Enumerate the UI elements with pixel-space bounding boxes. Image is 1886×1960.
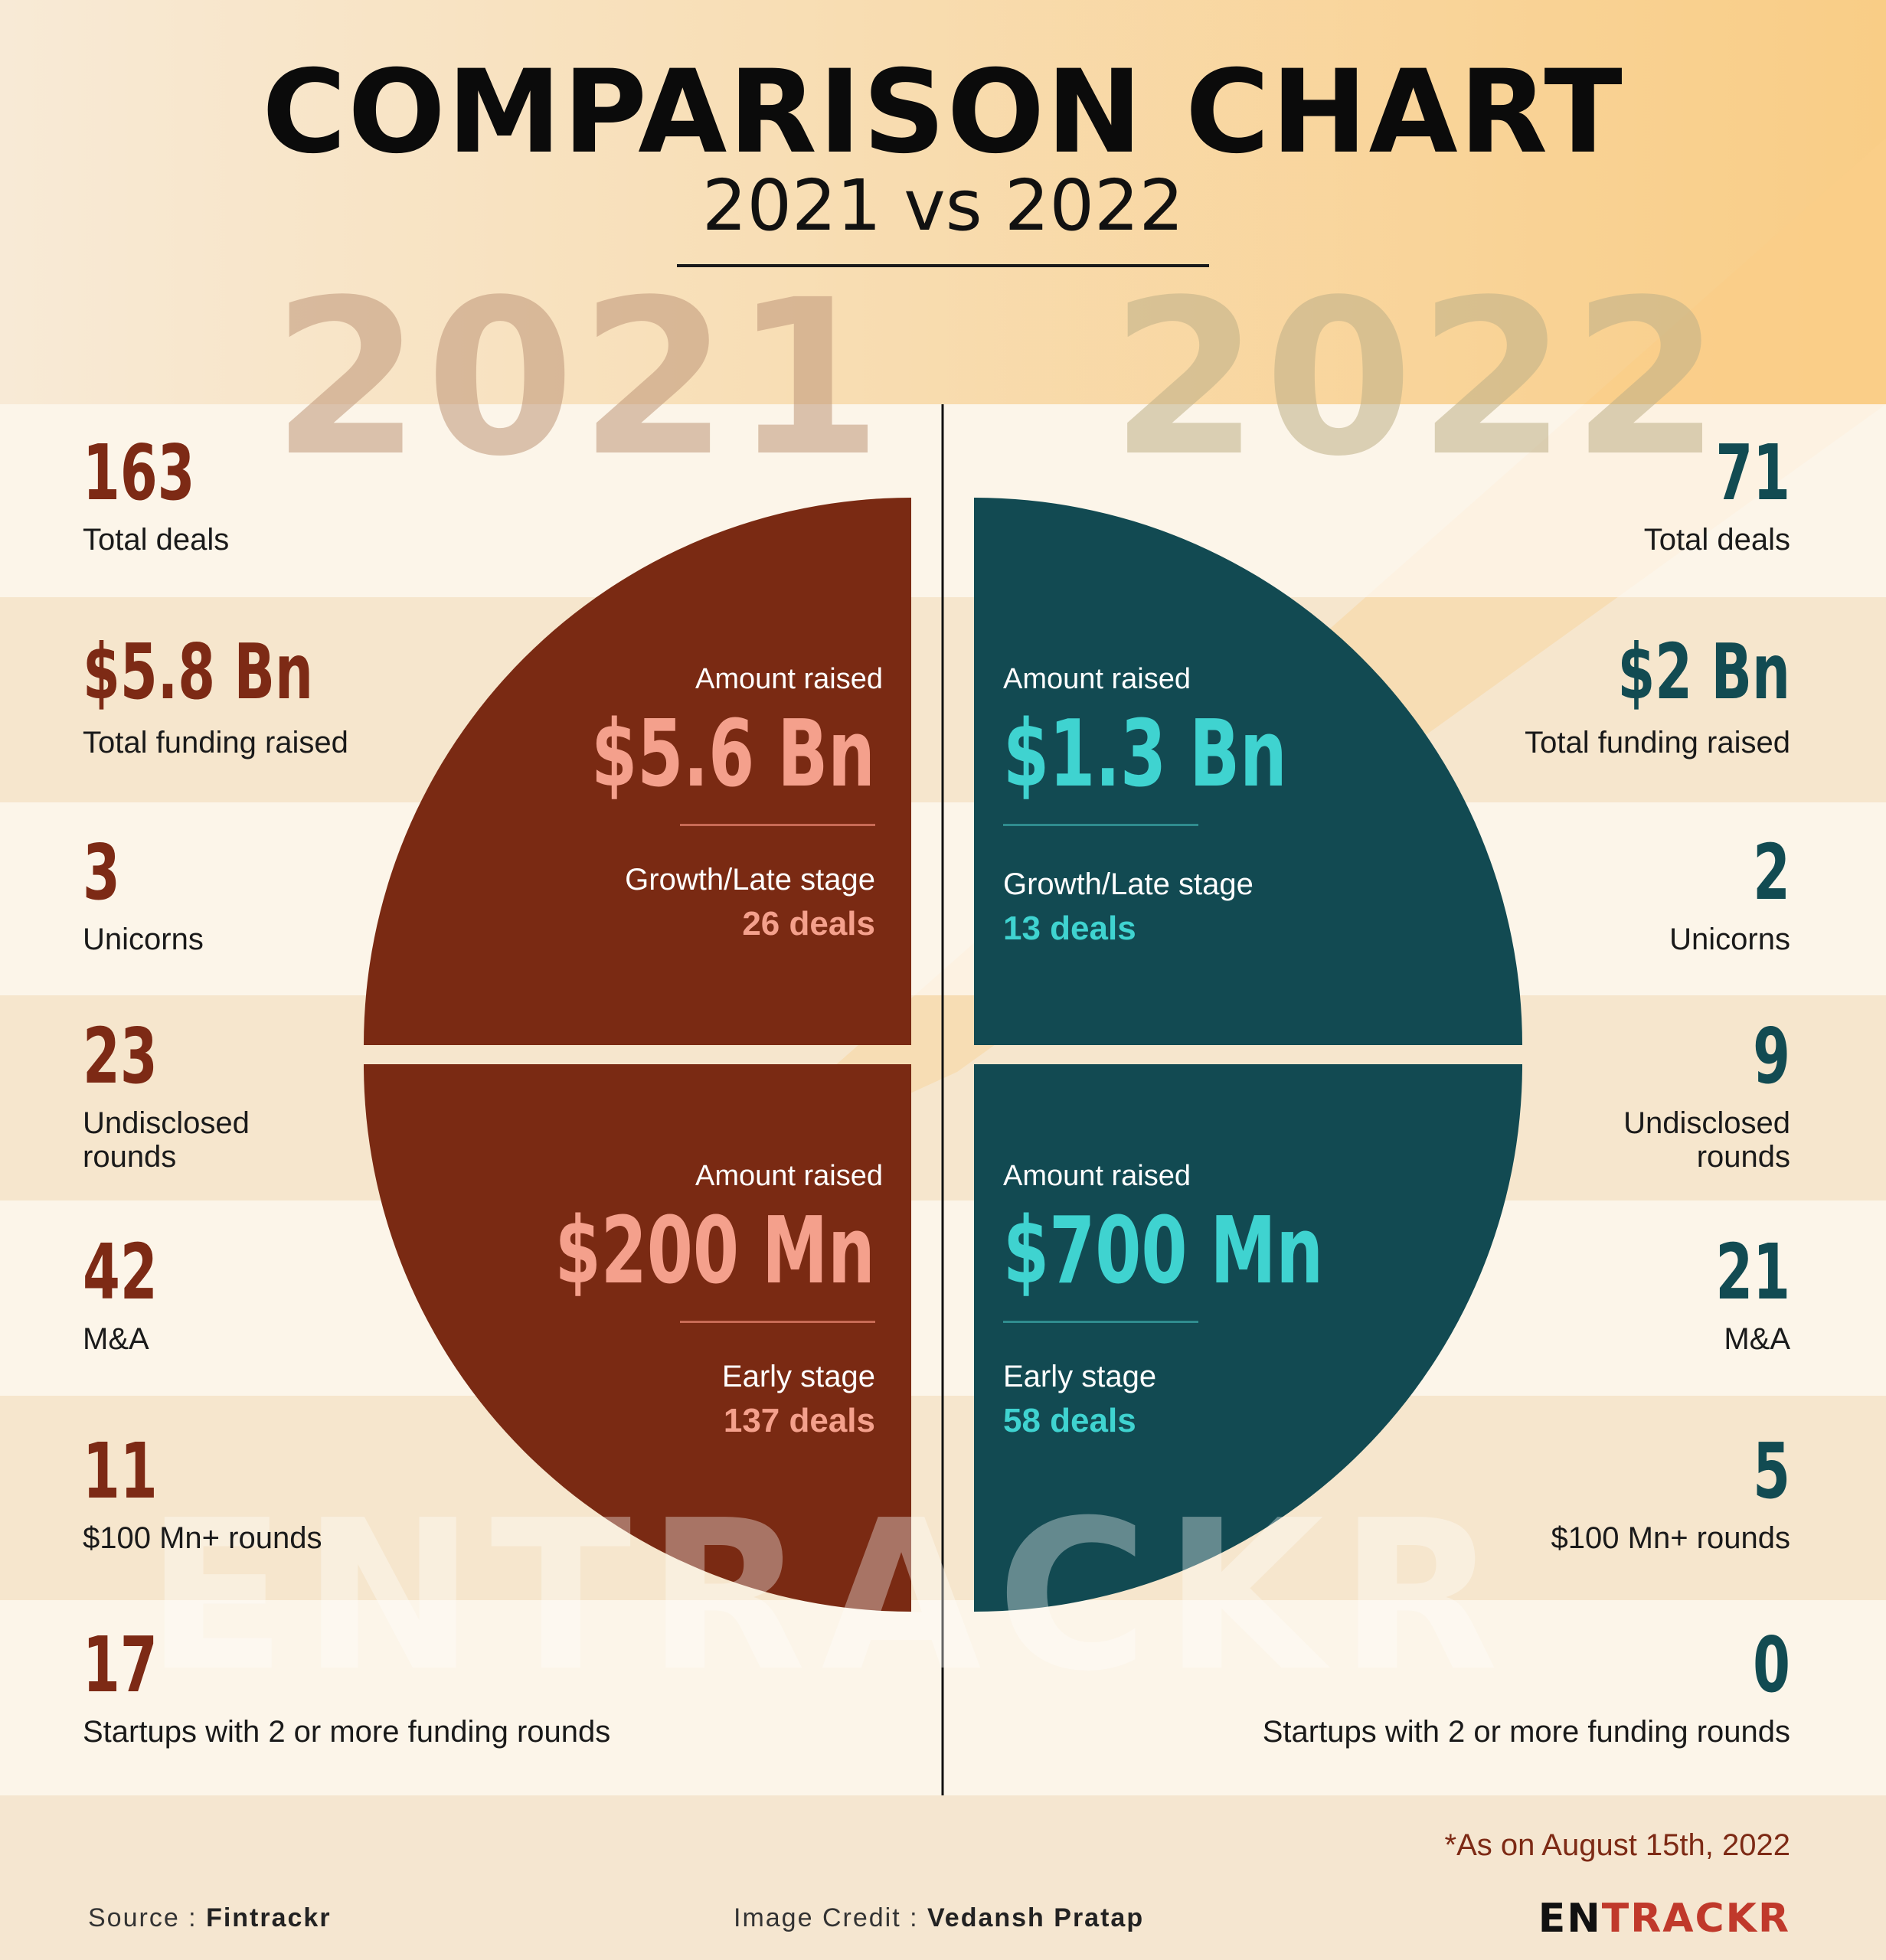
credit-label: Image Credit :: [734, 1903, 927, 1932]
image-credit: Image Credit : Vedansh Pratap: [734, 1903, 1144, 1933]
deals-count: 13 deals: [1003, 910, 1136, 947]
stat-label: $100 Mn+ rounds: [83, 1521, 322, 1555]
deals-count: 137 deals: [723, 1402, 875, 1439]
stat-value: 11: [83, 1426, 158, 1516]
stat-value: 9: [1753, 1011, 1790, 1101]
quadrant-left-bottom: [364, 1064, 911, 1612]
stat-value: 71: [1715, 428, 1790, 518]
stat-label: $100 Mn+ rounds: [1551, 1521, 1790, 1555]
stat-left-undisclosed: 23 Undisclosed rounds: [83, 1018, 772, 1174]
stat-value: 163: [83, 428, 195, 518]
stat-value: 17: [83, 1620, 158, 1710]
stat-value: 5: [1753, 1426, 1790, 1516]
stage-label: Early stage: [1003, 1360, 1157, 1393]
quadrant-right-bottom: [974, 1064, 1522, 1612]
ghost-year-right: 2022: [1110, 254, 1726, 504]
amount-value: $1.3 Bn: [1003, 701, 1287, 808]
stat-label: M&A: [83, 1322, 149, 1356]
source-credit: Source : Fintrackr: [88, 1903, 332, 1933]
quadrant-left-bottom-text: Amount raised $200 Mn Early stage 137 de…: [430, 1161, 883, 1439]
stat-label: Startups with 2 or more funding rounds: [83, 1715, 611, 1749]
brand-logo: ENTRACKR: [1538, 1896, 1790, 1942]
stat-label: Total funding raised: [1525, 726, 1790, 760]
quadrant-divider: [680, 1321, 875, 1323]
quadrant-left-top: [364, 498, 911, 1045]
stage-label: Early stage: [721, 1360, 875, 1393]
quadrant-right-top: [974, 497, 1522, 1045]
stat-value: 0: [1753, 1620, 1790, 1710]
source-value: Fintrackr: [206, 1903, 332, 1932]
amount-value: $700 Mn: [1003, 1198, 1324, 1305]
quadrant-divider: [1003, 1321, 1198, 1323]
amount-heading: Amount raised: [1003, 1160, 1191, 1192]
stat-right-ma: 21 M&A: [1101, 1227, 1790, 1357]
amount-heading: Amount raised: [695, 1160, 883, 1192]
ghost-year-left: 2021: [272, 254, 887, 504]
stat-label: Total deals: [83, 523, 230, 557]
stat-value: $2 Bn: [1617, 627, 1790, 717]
stat-left-total-deals: 163 Total deals: [83, 435, 772, 557]
stat-label: M&A: [1724, 1322, 1790, 1356]
footnote: *As on August 15th, 2022: [1444, 1828, 1790, 1862]
stage-label: Growth/Late stage: [1003, 867, 1254, 901]
stat-label: Undisclosed rounds: [83, 1106, 250, 1174]
stat-label: Unicorns: [1669, 923, 1790, 956]
quadrant-divider: [1003, 824, 1198, 826]
stat-value: 3: [83, 828, 120, 917]
stat-label: Unicorns: [83, 923, 204, 956]
stat-label: Total funding raised: [83, 726, 348, 760]
deals-count: 58 deals: [1003, 1402, 1136, 1439]
quadrant-divider: [680, 824, 875, 826]
stat-value: $5.8 Bn: [83, 627, 313, 717]
page-subtitle: 2021 vs 2022: [701, 165, 1185, 247]
stat-value: 23: [83, 1011, 158, 1101]
stat-value: 42: [83, 1227, 158, 1317]
stat-right-undisclosed: 9 Undisclosed rounds: [1101, 1018, 1790, 1174]
source-label: Source :: [88, 1903, 207, 1932]
stat-value: 21: [1715, 1227, 1790, 1317]
watermark: ENTRACKR: [145, 1475, 1514, 1717]
stat-right-unicorns: 2 Unicorns: [1101, 828, 1790, 957]
stat-left-total-funding: $5.8 Bn Total funding raised: [83, 634, 772, 760]
stat-label: Startups with 2 or more funding rounds: [1262, 1715, 1790, 1749]
stage-label: Growth/Late stage: [625, 863, 875, 897]
quadrant-right-bottom-text: Amount raised $700 Mn Early stage 58 dea…: [1003, 1161, 1448, 1438]
page-title: COMPARISON CHART: [262, 46, 1624, 179]
stat-left-ma: 42 M&A: [83, 1227, 772, 1357]
brand-part-1: EN: [1538, 1896, 1602, 1942]
amount-value: $200 Mn: [554, 1198, 875, 1305]
quadrant-right-top-text: Amount raised $1.3 Bn Growth/Late stage …: [1003, 665, 1397, 946]
stat-left-repeat-startups: 17 Startups with 2 or more funding round…: [83, 1627, 772, 1749]
stat-right-total-funding: $2 Bn Total funding raised: [1101, 634, 1790, 760]
stat-left-unicorns: 3 Unicorns: [83, 828, 772, 957]
amount-heading: Amount raised: [1003, 663, 1191, 695]
amount-heading: Amount raised: [695, 663, 883, 695]
stat-left-100mn-rounds: 11 $100 Mn+ rounds: [83, 1426, 772, 1556]
brand-part-2: TRACKR: [1601, 1896, 1790, 1942]
title-underline: [677, 264, 1209, 267]
deals-count: 26 deals: [742, 905, 875, 942]
stat-right-100mn-rounds: 5 $100 Mn+ rounds: [1101, 1426, 1790, 1556]
stat-right-total-deals: 71 Total deals: [1101, 435, 1790, 557]
credit-value: Vedansh Pratap: [927, 1903, 1145, 1932]
stat-label: Undisclosed rounds: [1623, 1106, 1790, 1174]
quadrant-left-top-text: Amount raised $5.6 Bn Growth/Late stage …: [481, 665, 883, 942]
stat-value: 2: [1753, 828, 1790, 917]
stat-right-repeat-startups: 0 Startups with 2 or more funding rounds: [1101, 1627, 1790, 1749]
stat-label: Total deals: [1643, 523, 1790, 557]
amount-value: $5.6 Bn: [591, 701, 875, 808]
